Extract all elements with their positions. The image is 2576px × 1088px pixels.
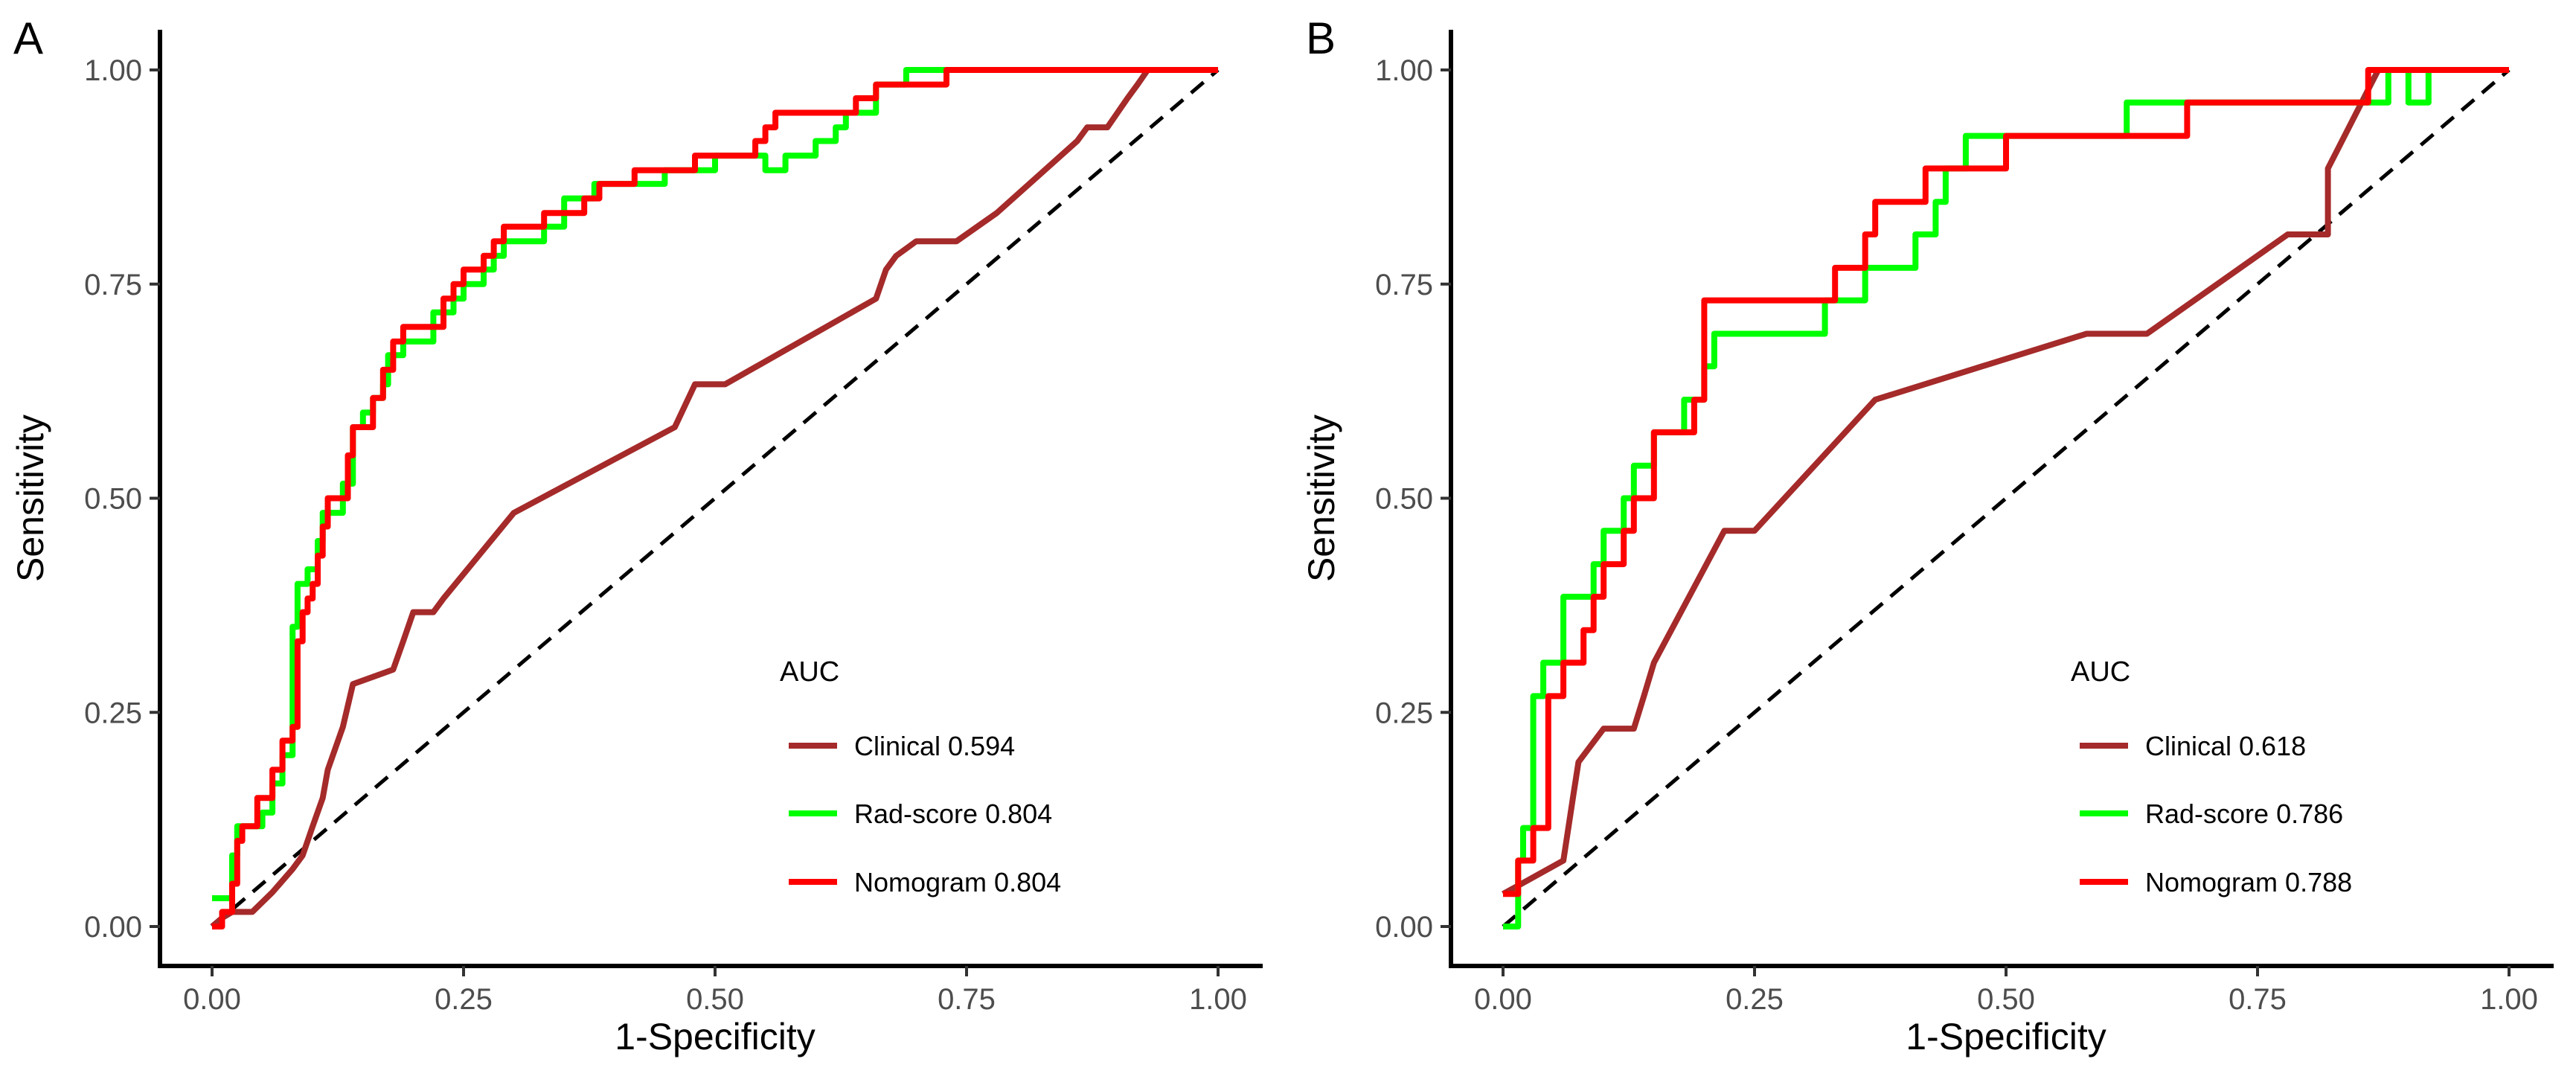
series-line-rad-score xyxy=(212,67,1218,901)
y-tick-label: 0.25 xyxy=(84,697,142,729)
x-tick-label: 0.00 xyxy=(1474,983,1532,1016)
series-line-clinical xyxy=(210,67,1218,929)
legend-title: AUC xyxy=(780,656,839,688)
legend-label: Nomogram 0.788 xyxy=(2145,867,2352,897)
y-tick-label: 0.75 xyxy=(84,269,142,301)
y-tick-label: 0.00 xyxy=(84,911,142,944)
x-tick-label: 0.75 xyxy=(2229,983,2287,1016)
series-line-clinical xyxy=(1502,67,2509,897)
x-tick-label: 0.00 xyxy=(183,983,241,1016)
roc-panel-b: B 0.00 0.25 0.50 0.75 1.00 0.00 0.25 0.50 0.75 1.0… xyxy=(1301,13,2554,1057)
series-line-nomogram xyxy=(1503,67,2509,897)
x-tick-label: 0.50 xyxy=(686,983,744,1016)
y-axis-title: Sensitivity xyxy=(1301,415,1342,582)
x-axis-title: 1-Specificity xyxy=(615,1016,816,1057)
legend-label: Rad-score 0.786 xyxy=(2145,799,2343,829)
x-tick-label: 0.75 xyxy=(938,983,996,1016)
y-tick-label: 1.00 xyxy=(1375,54,1433,87)
x-tick-label: 0.25 xyxy=(435,983,493,1016)
legend-label: Clinical 0.618 xyxy=(2145,731,2306,761)
x-tick-label: 0.50 xyxy=(1977,983,2035,1016)
y-tick-label: 0.00 xyxy=(1375,911,1433,944)
y-tick-label: 0.50 xyxy=(84,483,142,516)
y-tick-label: 1.00 xyxy=(84,54,142,87)
legend: AUC Clinical 0.618 Rad-score 0.786 Nomogram… xyxy=(2071,656,2352,897)
legend-title: AUC xyxy=(2071,656,2130,688)
y-tick-label: 0.25 xyxy=(1375,697,1433,729)
series-line-nomogram xyxy=(212,67,1218,929)
legend-label: Clinical 0.594 xyxy=(854,731,1015,761)
panel-letter: B xyxy=(1306,13,1336,63)
legend: AUC Clinical 0.594 Rad-score 0.804 Nomogram… xyxy=(780,656,1061,897)
legend-label: Nomogram 0.804 xyxy=(854,867,1061,897)
reference-diagonal-line xyxy=(211,68,1220,928)
roc-panel-a: A 0.00 0.25 0.50 0.75 1.00 0.00 0.25 0.50 0.75 1.0… xyxy=(10,13,1263,1057)
y-tick-label: 0.50 xyxy=(1375,483,1433,516)
x-tick-label: 1.00 xyxy=(2480,983,2538,1016)
reference-diagonal-line xyxy=(1502,68,2511,928)
x-axis-title: 1-Specificity xyxy=(1906,1016,2106,1057)
x-tick-label: 1.00 xyxy=(1189,983,1247,1016)
x-tick-label: 0.25 xyxy=(1726,983,1784,1016)
y-axis-title: Sensitivity xyxy=(10,415,51,582)
panel-letter: A xyxy=(13,13,43,63)
y-tick-label: 0.75 xyxy=(1375,269,1433,301)
legend-label: Rad-score 0.804 xyxy=(854,799,1052,829)
